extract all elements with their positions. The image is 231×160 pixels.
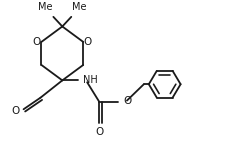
Text: Me: Me: [38, 2, 53, 12]
Text: Me: Me: [72, 2, 86, 12]
Text: O: O: [11, 106, 20, 116]
Text: O: O: [123, 96, 131, 106]
Text: O: O: [95, 127, 103, 137]
Text: O: O: [33, 37, 41, 47]
Text: O: O: [84, 37, 92, 47]
Text: NH: NH: [83, 75, 97, 85]
